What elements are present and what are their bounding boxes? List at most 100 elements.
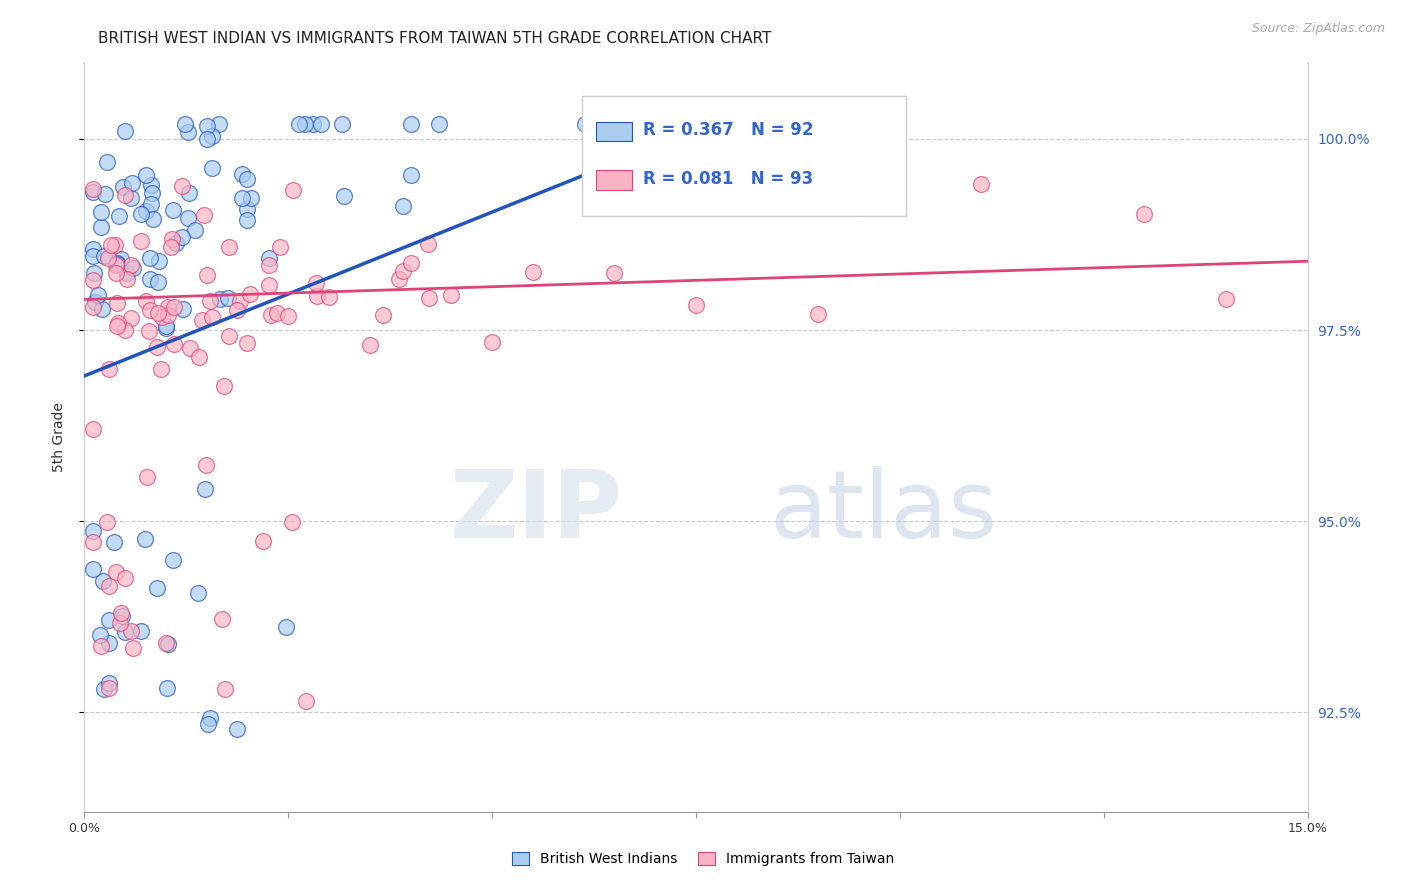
Point [240,191,263,205]
Point [134,532,156,546]
Point [970,178,993,192]
Point [177,125,200,139]
Point [231,167,253,181]
Point [97,681,120,696]
Point [165,235,187,250]
Point [120,258,142,272]
Point [82,301,104,315]
Point [229,293,252,308]
Point [418,291,440,305]
Point [218,329,240,343]
Point [373,308,395,322]
Point [110,606,132,620]
Point [195,120,218,134]
Point [135,204,157,219]
Point [91,301,114,316]
Point [184,223,207,237]
Y-axis label: 5th Grade: 5th Grade [52,402,66,472]
FancyBboxPatch shape [582,96,907,216]
Point [172,301,194,316]
Point [194,458,217,473]
Point [481,335,503,350]
Point [86,288,108,302]
Point [391,199,413,213]
Point [142,212,165,227]
Text: atlas: atlas [769,466,998,558]
Point [848,201,870,215]
Point [120,624,142,638]
Point [103,535,125,549]
Point [93,186,115,201]
Point [1215,293,1237,307]
Point [135,294,157,309]
Point [82,273,104,287]
Point [211,612,233,626]
Point [90,205,112,219]
Point [155,681,177,695]
Point [197,716,219,731]
Point [89,628,111,642]
Point [82,249,104,263]
Point [807,307,830,321]
Point [115,266,138,280]
Point [97,613,120,627]
Point [236,213,259,227]
Text: BRITISH WEST INDIAN VS IMMIGRANTS FROM TAIWAN 5TH GRADE CORRELATION CHART: BRITISH WEST INDIAN VS IMMIGRANTS FROM T… [98,31,772,46]
Point [146,582,169,596]
Point [114,571,136,585]
Point [305,276,328,290]
Point [177,211,200,225]
Point [90,639,112,653]
Point [162,553,184,567]
Point [330,117,353,131]
Point [111,180,134,194]
Point [97,676,120,690]
Point [201,161,224,175]
Point [82,422,104,436]
Point [156,301,179,315]
Point [236,171,259,186]
Point [274,620,297,634]
Point [288,117,311,131]
Point [260,308,283,322]
Text: R = 0.367   N = 92: R = 0.367 N = 92 [644,121,814,139]
Point [163,337,186,351]
Point [194,482,217,496]
Point [114,624,136,639]
Point [305,289,328,303]
Point [190,312,212,326]
Point [136,470,159,484]
Point [97,579,120,593]
Point [685,298,707,312]
Point [214,681,236,696]
Point [187,586,209,600]
Point [105,319,128,334]
Point [103,238,125,252]
Point [149,361,172,376]
Point [266,306,288,320]
Point [208,117,231,131]
Point [257,278,280,293]
Point [84,295,107,310]
Point [201,310,224,325]
FancyBboxPatch shape [596,170,633,190]
Point [155,319,177,334]
Point [574,117,596,131]
Point [141,197,163,211]
Point [82,524,104,538]
Point [302,117,325,131]
Point [100,237,122,252]
Point [148,253,170,268]
Point [122,640,145,655]
Point [177,186,200,200]
Point [333,189,356,203]
Point [82,186,104,200]
Point [163,301,186,315]
Point [91,574,114,588]
Point [93,682,115,697]
Point [236,202,259,216]
Point [82,242,104,256]
Point [83,266,105,280]
Legend: British West Indians, Immigrants from Taiwan: British West Indians, Immigrants from Ta… [506,847,900,871]
Point [82,535,104,549]
